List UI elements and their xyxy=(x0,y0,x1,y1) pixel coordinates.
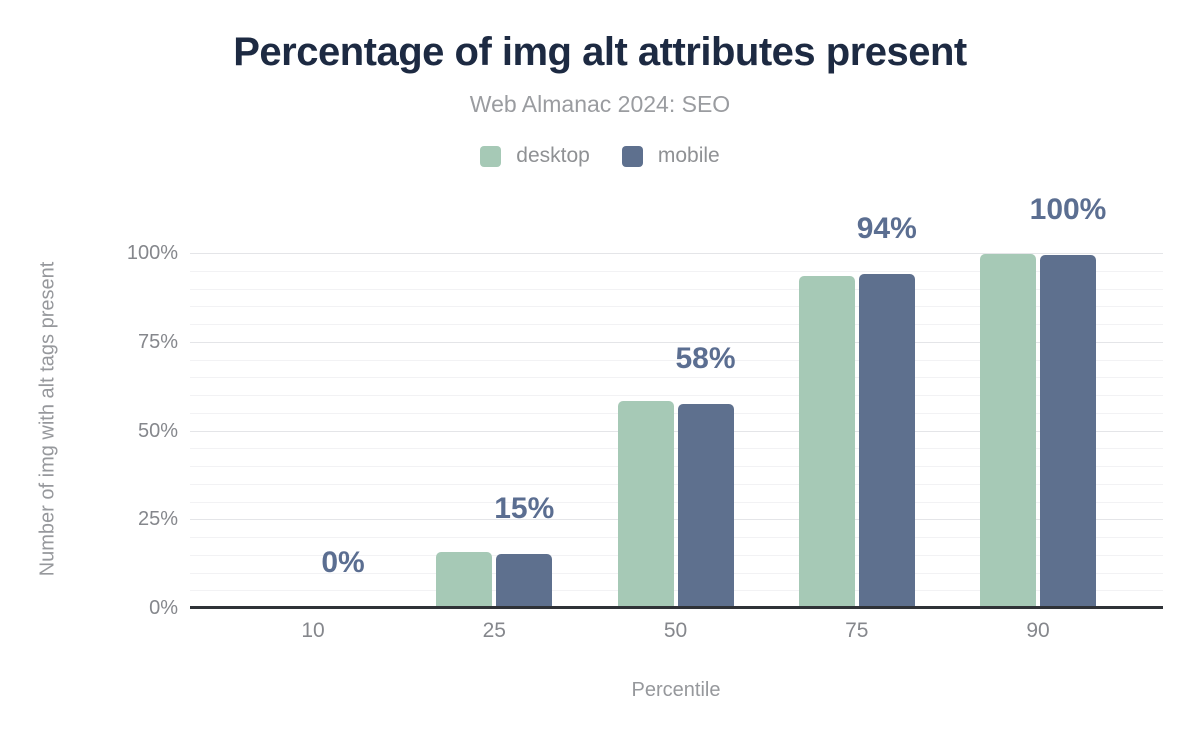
bar-desktop-p50[interactable] xyxy=(617,401,674,608)
minor-gridline xyxy=(190,572,1163,574)
minor-gridline xyxy=(190,359,1163,361)
x-tick-label: 50 xyxy=(663,619,688,642)
chart-title: Percentage of img alt attributes present xyxy=(233,30,967,74)
x-tick-label: 90 xyxy=(1026,619,1050,642)
y-tick-label: 50% xyxy=(137,419,178,442)
minor-gridline xyxy=(190,377,1163,379)
minor-gridline xyxy=(190,412,1163,414)
x-tick-label: 10 xyxy=(301,619,325,642)
minor-gridline xyxy=(190,554,1163,556)
data-label-p50: 58% xyxy=(675,342,736,376)
legend-swatch-desktop xyxy=(480,145,502,167)
minor-gridline xyxy=(190,270,1163,272)
bar-mobile-p90[interactable] xyxy=(1040,254,1096,608)
minor-gridline xyxy=(190,306,1163,308)
y-tick-label: 25% xyxy=(137,508,178,531)
chart-subtitle: Web Almanac 2024: SEO xyxy=(469,91,731,117)
major-gridline xyxy=(190,341,1163,343)
bar-mobile-p75[interactable] xyxy=(858,273,915,608)
x-tick-label: 75 xyxy=(845,619,869,642)
data-label-p90: 100% xyxy=(1029,192,1107,226)
minor-gridline xyxy=(190,448,1163,450)
minor-gridline xyxy=(190,395,1163,396)
bar-desktop-p75[interactable] xyxy=(798,276,855,608)
minor-gridline xyxy=(190,483,1163,485)
data-label-p75: 94% xyxy=(856,211,917,245)
minor-gridline xyxy=(190,288,1163,290)
legend-label-desktop: desktop xyxy=(516,144,590,167)
legend: desktop mobile xyxy=(0,144,1200,168)
minor-gridline xyxy=(190,501,1163,503)
legend-item-desktop: desktop xyxy=(480,144,590,168)
minor-gridline xyxy=(190,324,1163,325)
minor-gridline xyxy=(190,466,1163,467)
x-axis-line xyxy=(190,606,1163,609)
y-tick-label: 100% xyxy=(126,242,178,264)
y-tick-label: 0% xyxy=(149,597,178,619)
plot-area xyxy=(190,253,1163,609)
legend-label-mobile: mobile xyxy=(657,144,720,167)
minor-gridline xyxy=(190,590,1163,592)
data-label-p10: 0% xyxy=(321,546,365,579)
bar-desktop-p90[interactable] xyxy=(980,254,1036,608)
data-label-p25: 15% xyxy=(494,492,555,526)
legend-swatch-mobile xyxy=(621,145,643,167)
legend-item-mobile: mobile xyxy=(621,144,720,168)
y-tick-label: 75% xyxy=(137,330,178,353)
bar-mobile-p25[interactable] xyxy=(496,554,553,608)
major-gridline xyxy=(190,253,1163,254)
major-gridline xyxy=(190,519,1163,521)
bar-mobile-p50[interactable] xyxy=(677,404,734,608)
bar-desktop-p25[interactable] xyxy=(436,552,493,608)
x-tick-label: 25 xyxy=(482,619,506,642)
x-axis-title: Percentile xyxy=(631,679,721,701)
minor-gridline xyxy=(190,537,1163,538)
major-gridline xyxy=(190,430,1163,432)
